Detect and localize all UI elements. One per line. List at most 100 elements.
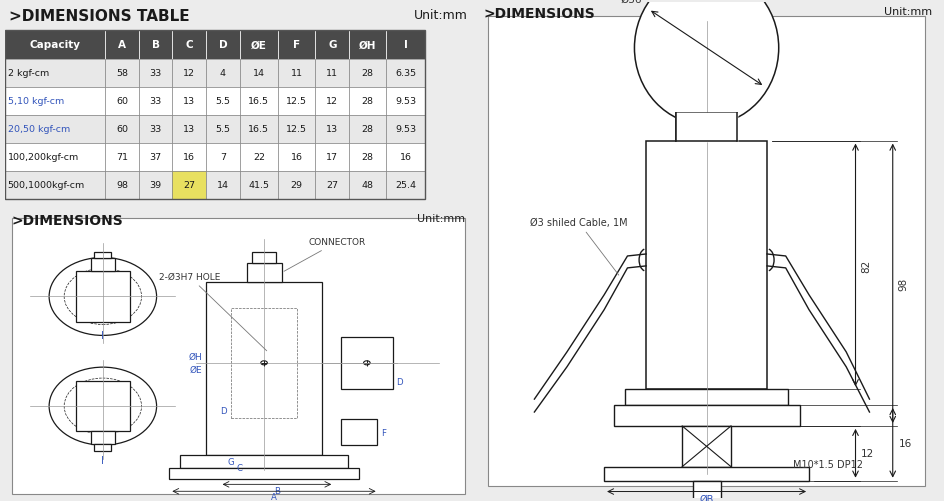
Text: 39: 39 (149, 181, 161, 190)
Text: C: C (185, 41, 194, 51)
Text: 9.53: 9.53 (396, 125, 416, 134)
Text: 27: 27 (327, 181, 338, 190)
Bar (206, 32, 240, 60)
Bar (105, 60, 139, 87)
Bar (139, 60, 173, 87)
Text: >DIMENSIONS TABLE: >DIMENSIONS TABLE (9, 9, 190, 24)
Text: 71: 71 (116, 153, 128, 162)
Text: D: D (396, 377, 403, 386)
Text: 5,10 kgf-cm: 5,10 kgf-cm (8, 97, 64, 106)
Text: Unit:mm: Unit:mm (885, 8, 933, 18)
Text: D: D (219, 41, 228, 51)
Bar (206, 115, 240, 143)
Bar (173, 171, 206, 199)
Text: 16: 16 (400, 153, 412, 162)
Text: 41.5: 41.5 (248, 181, 269, 190)
Text: Ø3 shiled Cable, 1M: Ø3 shiled Cable, 1M (530, 218, 628, 276)
Bar (76, 272, 129, 322)
Text: B: B (152, 41, 160, 51)
Bar (173, 60, 206, 87)
Bar (206, 143, 240, 171)
Bar (386, 143, 425, 171)
Text: G: G (228, 457, 235, 466)
Text: 28: 28 (362, 69, 374, 78)
Bar (604, 467, 809, 480)
Bar (206, 171, 240, 199)
Text: 100,200kgf-cm: 100,200kgf-cm (8, 153, 78, 162)
Text: 500,1000kgf-cm: 500,1000kgf-cm (8, 181, 85, 190)
Bar (5, 115, 105, 143)
Text: 4: 4 (220, 69, 226, 78)
Bar (278, 143, 315, 171)
Bar (341, 419, 378, 445)
Text: 2-Ø3H7 HOLE: 2-Ø3H7 HOLE (159, 273, 267, 351)
Bar (278, 87, 315, 115)
Text: 16: 16 (899, 438, 912, 448)
Text: 60: 60 (116, 97, 128, 106)
Text: Capacity: Capacity (29, 41, 80, 51)
Bar (206, 87, 240, 115)
Text: 28: 28 (362, 125, 374, 134)
Bar (240, 171, 278, 199)
Bar (240, 115, 278, 143)
Bar (315, 60, 349, 87)
Bar (278, 32, 315, 60)
Text: F: F (380, 428, 386, 437)
Bar (5, 32, 425, 199)
Text: 22: 22 (253, 153, 265, 162)
Bar (139, 87, 173, 115)
Bar (349, 115, 386, 143)
Text: 33: 33 (149, 97, 161, 106)
Text: 14: 14 (253, 69, 265, 78)
Text: ØB: ØB (700, 494, 714, 501)
Bar (349, 143, 386, 171)
Bar (173, 32, 206, 60)
Bar (105, 115, 139, 143)
Bar (169, 468, 359, 479)
Text: 16.5: 16.5 (248, 125, 269, 134)
Bar (341, 337, 393, 389)
Text: ØH: ØH (188, 352, 202, 361)
Text: G: G (328, 41, 336, 51)
Bar (139, 32, 173, 60)
Bar (5, 60, 105, 87)
Bar (5, 87, 105, 115)
Text: 14: 14 (217, 181, 229, 190)
Bar (231, 308, 296, 418)
Bar (173, 87, 206, 115)
Ellipse shape (64, 269, 142, 325)
Bar (315, 171, 349, 199)
Text: 11: 11 (327, 69, 338, 78)
Bar (349, 60, 386, 87)
Text: 13: 13 (183, 97, 195, 106)
Text: 12: 12 (327, 97, 338, 106)
Bar (139, 171, 173, 199)
Bar (206, 283, 323, 455)
Text: 28: 28 (362, 97, 374, 106)
Text: 13: 13 (327, 125, 338, 134)
Text: 17: 17 (327, 153, 338, 162)
Bar (173, 115, 206, 143)
Text: I: I (101, 330, 104, 340)
Ellipse shape (64, 378, 142, 434)
Text: ØE: ØE (190, 365, 202, 374)
Text: 82: 82 (861, 259, 871, 272)
Bar (5, 143, 105, 171)
Bar (386, 87, 425, 115)
Bar (91, 431, 115, 444)
Bar (252, 253, 276, 264)
Text: 28: 28 (362, 153, 374, 162)
Text: F: F (294, 41, 300, 51)
Text: 48: 48 (362, 181, 374, 190)
Ellipse shape (49, 258, 157, 336)
Bar (646, 141, 767, 389)
Bar (386, 60, 425, 87)
Bar (278, 60, 315, 87)
Bar (180, 455, 348, 468)
Text: ØH: ØH (359, 41, 377, 51)
Bar (315, 143, 349, 171)
Text: 98: 98 (116, 181, 128, 190)
Bar (91, 259, 115, 272)
Text: 37: 37 (149, 153, 161, 162)
Text: I: I (101, 455, 104, 465)
